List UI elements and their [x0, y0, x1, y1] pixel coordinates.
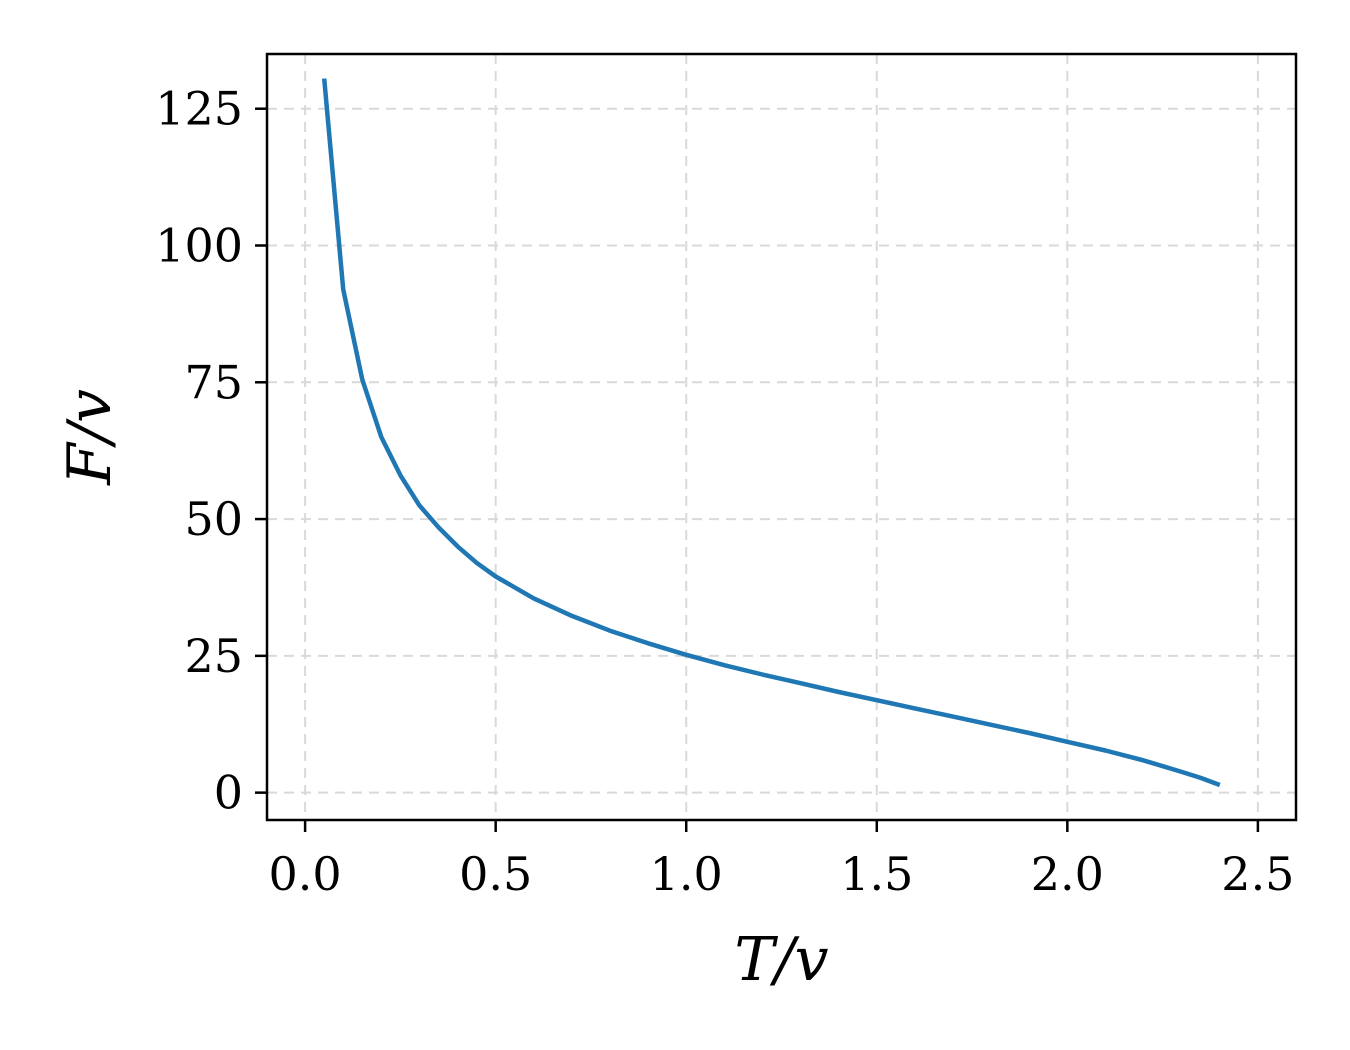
y-tick-label: 100 [155, 219, 243, 273]
x-tick-label: 2.0 [1031, 847, 1104, 901]
x-tick-label: 2.5 [1221, 847, 1294, 901]
x-gridlines [304, 54, 1259, 820]
x-axis-label: T/v [734, 925, 828, 995]
x-axis-ticks: 0.0 0.5 1.0 1.5 2.0 2.5 [269, 820, 1294, 901]
y-tick-label: 25 [184, 629, 243, 683]
y-axis-label: F/v [55, 389, 125, 486]
y-tick-label: 0 [214, 766, 243, 820]
y-tick-label: 125 [155, 82, 243, 136]
y-gridlines [267, 107, 1296, 794]
x-tick-label: 1.5 [840, 847, 913, 901]
x-tick-label: 1.0 [650, 847, 723, 901]
y-tick-label: 50 [184, 492, 243, 546]
plot-frame [265, 52, 1298, 822]
series-layer [321, 78, 1221, 788]
series-line [321, 78, 1221, 788]
y-axis-ticks: 0 25 50 75 100 125 [155, 82, 267, 820]
y-tick-label: 75 [184, 355, 243, 409]
x-tick-label: 0.0 [269, 847, 342, 901]
x-tick-label: 0.5 [459, 847, 532, 901]
